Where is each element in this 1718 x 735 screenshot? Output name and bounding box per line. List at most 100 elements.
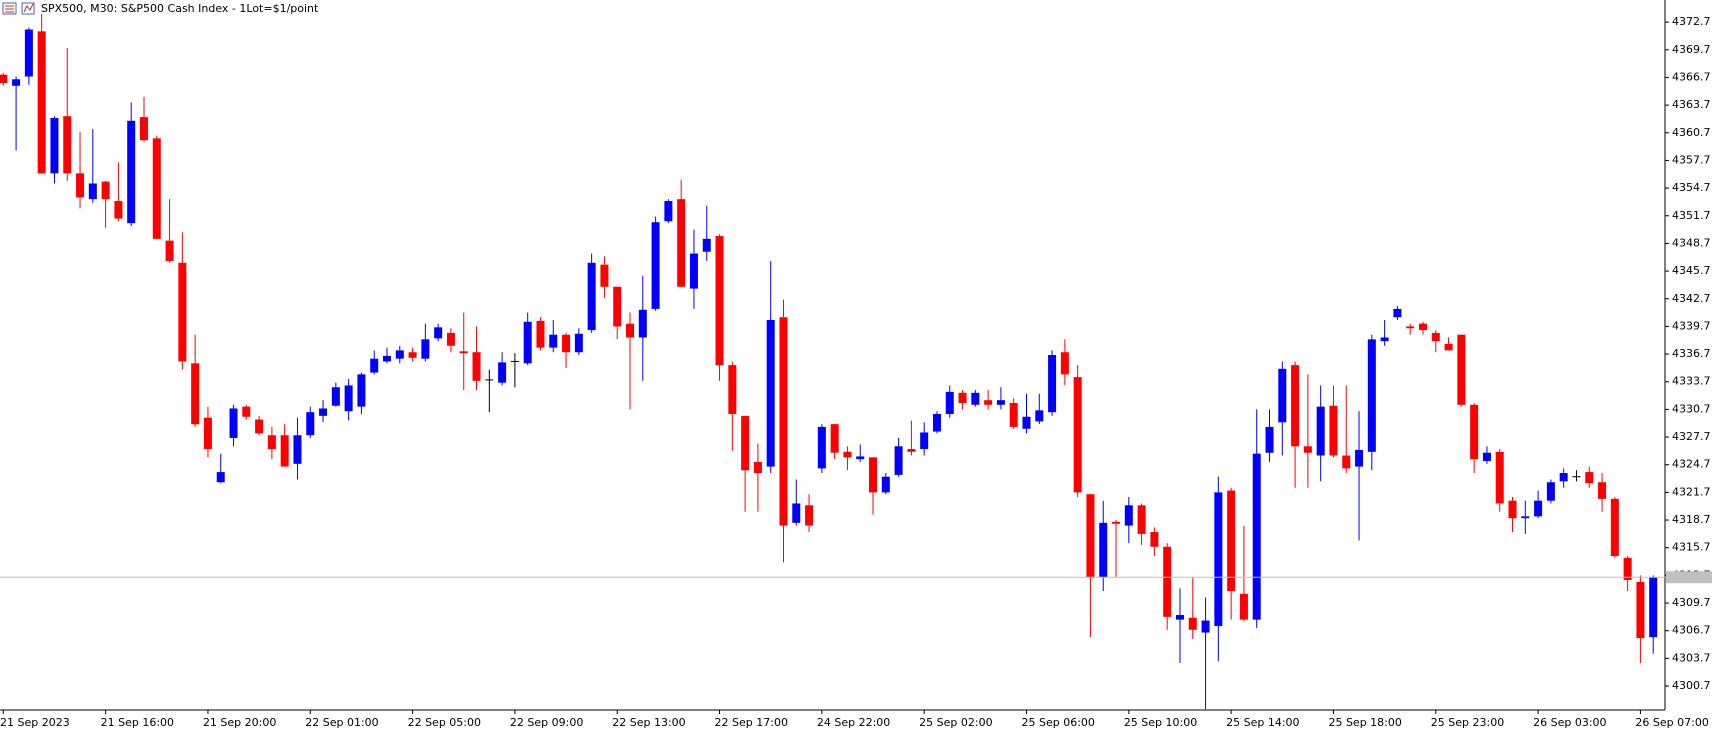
candle-body [549,334,558,348]
candle-body [996,400,1005,405]
y-tick-label: 4360.7 [1672,126,1711,139]
y-tick-label: 4300.7 [1672,679,1711,692]
icon-line [23,3,34,13]
candle-body [88,183,97,200]
x-tick-label: 21 Sep 20:00 [203,716,276,729]
candle-body [1112,521,1121,524]
candle-body [1367,339,1376,452]
candle-body [1406,326,1415,329]
candle-body [945,391,954,415]
candle-body [446,332,455,346]
candle-body [383,355,391,362]
candle-body [1431,332,1440,342]
candle-body [817,426,826,469]
candle-body [1316,406,1325,456]
y-tick-label: 4372.7 [1672,15,1711,28]
candle-body [1610,498,1619,557]
candle-body [434,327,443,339]
candle-body [1214,492,1223,627]
candle-body [255,419,264,434]
candle-body [651,222,660,309]
candle-body [1278,368,1287,423]
y-tick-label: 4303.7 [1672,651,1711,664]
x-tick-label: 22 Sep 01:00 [305,716,378,729]
candle-body [1623,557,1632,580]
candle-body [587,262,596,331]
candle-body [715,236,724,366]
candle-body [741,415,750,471]
candle-body [370,358,379,373]
candle-body [677,199,686,287]
candle-body [1073,377,1082,493]
candle-body [1342,455,1351,469]
x-tick-label: 22 Sep 09:00 [510,716,583,729]
candle-body [114,201,123,219]
candle-body [152,138,161,239]
header-icons [2,2,35,15]
candle-body [1482,452,1491,462]
candle-body [1521,516,1530,519]
candle-body [1035,410,1044,422]
x-tick-label: 22 Sep 17:00 [715,716,788,729]
candle-body [536,320,545,348]
candle-body [1380,337,1389,342]
y-tick-label: 4330.7 [1672,402,1711,415]
candle-body [1291,365,1300,447]
candle-body [395,350,404,359]
candle-body [165,240,174,261]
candle-body [1329,405,1338,456]
candle-body [306,412,315,436]
candle-body [1163,546,1172,617]
candle-body [1201,620,1210,633]
x-tick-label: 25 Sep 18:00 [1328,716,1401,729]
y-tick-label: 4306.7 [1672,624,1711,637]
candle-body [856,456,865,460]
y-tick-label: 4336.7 [1672,347,1711,360]
x-tick-label: 22 Sep 05:00 [408,716,481,729]
candle-body [139,117,148,141]
icon-chart [21,2,35,15]
candle-body [1546,482,1555,501]
candle-body [1086,494,1095,578]
candle-body [216,472,225,483]
candle-body [894,446,903,475]
candle-body [932,414,941,432]
candle-body [1585,472,1594,484]
candle-body [1252,453,1261,620]
candle-body [459,351,468,354]
candle-body [1227,490,1236,592]
x-tick-label: 25 Sep 06:00 [1022,716,1095,729]
candle-body [664,201,673,222]
candle-body [1022,416,1031,429]
candle-body [805,505,814,526]
x-tick-label: 24 Sep 22:00 [817,716,890,729]
candle-body [1060,352,1069,375]
x-tick-label: 25 Sep 23:00 [1431,716,1504,729]
y-tick-label: 4318.7 [1672,513,1711,526]
candle-body [1470,404,1479,460]
candle-body [830,424,839,453]
candle-body [1393,308,1402,318]
candle-body [344,385,353,412]
y-tick-label: 4366.7 [1672,70,1711,83]
candle-body [984,400,993,405]
candle-body [203,417,212,450]
candle-body [600,264,609,287]
y-tick-label: 4354.7 [1672,181,1711,194]
candle-body [702,238,711,252]
candle-body [1598,482,1607,499]
candle-body [76,173,85,198]
candle-body [1508,500,1517,519]
candle-body [1265,426,1274,453]
candle-body [50,118,59,174]
y-tick-label: 4324.7 [1672,458,1711,471]
candle-body [280,435,289,467]
y-tick-label: 4339.7 [1672,319,1711,332]
candle-body [1418,323,1427,331]
candle-body [1239,593,1248,620]
candle-body [613,286,622,327]
candle-body [574,333,583,353]
candle-body [1303,446,1312,453]
